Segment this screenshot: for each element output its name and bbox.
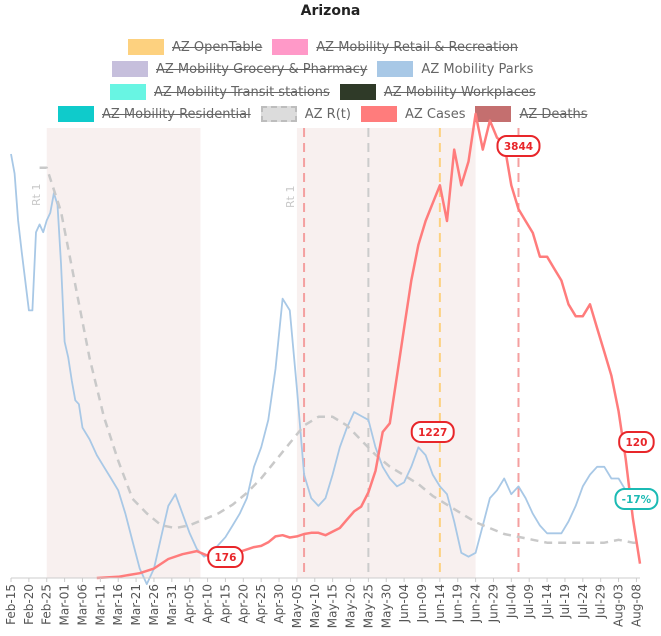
x-tick-label: Jun-09 [415, 584, 429, 623]
x-tick-label: Jul-14 [540, 584, 554, 619]
data-label: -17% [622, 494, 652, 506]
x-tick-label: Aug-08 [629, 584, 643, 627]
legend-swatch [339, 84, 376, 100]
legend-swatch [360, 106, 397, 122]
x-tick-label: Mar-26 [147, 584, 161, 625]
legend-label: AZ Mobility Retail & Recreation [316, 39, 519, 55]
data-label-box [207, 546, 244, 569]
legend-item[interactable]: AZ Deaths [475, 106, 588, 122]
legend-swatch [272, 39, 309, 55]
x-tick-label: Mar-01 [58, 584, 72, 625]
legend-item[interactable]: AZ Cases [360, 106, 466, 122]
data-label-box [496, 135, 541, 157]
x-tick-label: Jun-29 [486, 584, 500, 623]
x-tick-label: Jul-24 [576, 584, 590, 619]
legend-item[interactable]: AZ Mobility Residential [58, 106, 251, 122]
legend-swatch [58, 106, 94, 122]
series-line [10, 153, 640, 585]
legend-label: AZ Mobility Parks [421, 61, 534, 77]
legend-swatch [475, 106, 512, 122]
x-tick-label: Feb-15 [4, 584, 18, 625]
legend-swatch [260, 106, 297, 122]
x-tick-label: Apr-10 [201, 584, 215, 624]
legend-label: AZ Cases [404, 106, 466, 122]
legend-label: AZ R(t) [304, 106, 351, 122]
x-tick-label: Mar-06 [75, 584, 89, 625]
legend-item[interactable]: AZ Mobility Workplaces [339, 84, 536, 100]
x-tick-label: Mar-11 [93, 584, 107, 625]
x-tick-label: Mar-21 [129, 584, 143, 625]
data-label: 120 [625, 437, 647, 449]
x-tick-label: May-20 [344, 584, 358, 628]
x-tick-label: May-25 [361, 584, 375, 628]
legend-label: AZ Deaths [519, 106, 588, 122]
legend-item[interactable]: AZ Mobility Grocery & Pharmacy [112, 61, 367, 77]
data-label: 1227 [418, 427, 447, 439]
x-tick-label: Jun-24 [469, 584, 483, 623]
x-tick-label: Apr-15 [218, 584, 232, 624]
legend-row: AZ OpenTable AZ Mobility Retail & Recreat… [128, 36, 528, 58]
legend-item[interactable]: AZ Mobility Parks [377, 61, 533, 77]
legend-row: AZ Mobility Transit stations AZ Mobility … [110, 81, 546, 103]
legend-label: AZ Mobility Transit stations [154, 84, 330, 100]
legend-label: AZ OpenTable [172, 39, 263, 55]
x-tick-label: Jun-14 [433, 584, 447, 623]
legend-item[interactable]: AZ R(t) [260, 106, 351, 122]
data-label-box [618, 431, 655, 453]
x-tick-label: Jul-29 [594, 584, 608, 619]
legend-item[interactable]: AZ Mobility Retail & Recreation [272, 39, 518, 55]
x-tick-label: May-05 [290, 584, 304, 628]
shaded-period [46, 128, 201, 578]
data-label: 176 [214, 552, 236, 564]
x-tick-label: May-15 [326, 584, 340, 628]
x-tick-label: Feb-25 [40, 584, 54, 625]
x-tick-label: Mar-16 [111, 584, 125, 625]
x-tick-label: May-30 [379, 584, 393, 628]
legend-item[interactable]: AZ OpenTable [128, 39, 262, 55]
x-tick-label: Jul-04 [504, 584, 518, 619]
legend-label: AZ Mobility Grocery & Pharmacy [156, 61, 368, 77]
chart-title: Arizona [300, 3, 361, 19]
legend-swatch [110, 84, 146, 100]
x-tick-label: Jul-09 [522, 584, 536, 619]
x-tick-label: Apr-20 [236, 584, 250, 624]
x-tick-label: May-10 [308, 584, 322, 628]
annotation-rt1: Rt 1 [284, 186, 297, 208]
x-tick-label: Apr-30 [272, 584, 286, 624]
data-label: 3844 [504, 141, 533, 153]
legend-swatch [377, 61, 414, 77]
legend-swatch [112, 61, 148, 77]
x-tick-label: Jun-04 [397, 584, 411, 623]
legend-swatch [128, 39, 164, 55]
legend-item[interactable]: AZ Mobility Transit stations [110, 84, 330, 100]
legend-label: AZ Mobility Residential [102, 106, 251, 122]
data-label-box [410, 420, 455, 443]
x-tick-label: Mar-31 [165, 584, 179, 625]
x-tick-label: Apr-05 [183, 584, 197, 624]
x-tick-label: Jun-19 [451, 584, 465, 623]
x-tick-label: Jul-19 [558, 584, 572, 619]
annotation-rt1: Rt 1 [30, 184, 43, 206]
x-tick-label: Aug-03 [612, 584, 626, 627]
legend-row: AZ Mobility Grocery & Pharmacy AZ Mobilit… [112, 58, 543, 80]
legend-label: AZ Mobility Workplaces [383, 84, 536, 100]
series-line [39, 166, 640, 544]
x-tick-label: Feb-20 [22, 584, 36, 625]
x-tick-label: Apr-25 [254, 584, 268, 624]
data-label-box [614, 488, 659, 510]
legend-row: AZ Mobility Residential AZ R(t) AZ Cases AZ… [58, 103, 598, 125]
